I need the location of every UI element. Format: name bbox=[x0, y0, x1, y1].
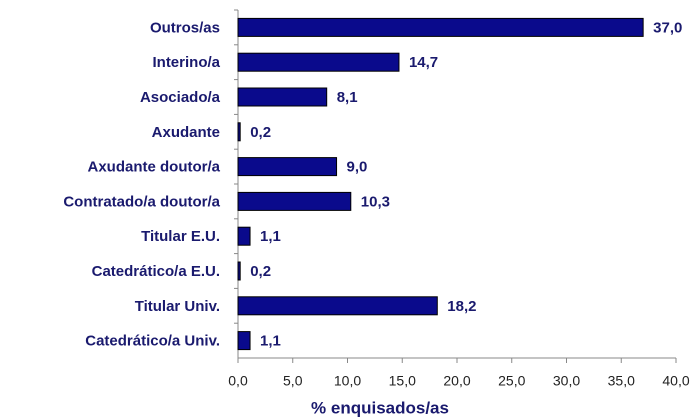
y-tick-label: Titular E.U. bbox=[141, 228, 220, 245]
y-tick-label: Outros/as bbox=[150, 19, 220, 36]
bar bbox=[237, 122, 241, 142]
value-label: 1,1 bbox=[260, 333, 281, 350]
value-label: 0,2 bbox=[250, 124, 271, 141]
x-tick-label: 35,0 bbox=[608, 373, 635, 389]
value-label: 10,3 bbox=[361, 193, 390, 210]
bar bbox=[237, 157, 338, 177]
bar bbox=[237, 52, 400, 72]
y-tick-label: Interino/a bbox=[152, 54, 220, 71]
x-tick-label: 0,0 bbox=[228, 373, 248, 389]
bar bbox=[237, 87, 328, 107]
x-tick-label: 10,0 bbox=[334, 373, 361, 389]
x-tick-label: 20,0 bbox=[443, 373, 470, 389]
y-tick-label: Axudante doutor/a bbox=[87, 159, 220, 176]
value-label: 18,2 bbox=[447, 298, 476, 315]
y-tick-label: Titular Univ. bbox=[135, 298, 220, 315]
x-tick-label: 5,0 bbox=[283, 373, 303, 389]
x-tick-label: 15,0 bbox=[389, 373, 416, 389]
bar bbox=[237, 261, 241, 281]
x-tick-label: 40,0 bbox=[662, 373, 689, 389]
bar bbox=[237, 226, 251, 246]
bar bbox=[237, 191, 352, 211]
y-tick-label: Catedrático/a E.U. bbox=[92, 263, 220, 280]
value-label: 0,2 bbox=[250, 263, 271, 280]
bar bbox=[237, 296, 438, 316]
x-tick-label: 30,0 bbox=[553, 373, 580, 389]
y-tick-label: Axudante bbox=[152, 124, 220, 141]
bar bbox=[237, 331, 251, 351]
y-tick-label: Catedrático/a Univ. bbox=[85, 333, 220, 350]
x-tick-label: 25,0 bbox=[498, 373, 525, 389]
y-tick-label: Contratado/a doutor/a bbox=[63, 193, 220, 210]
value-label: 37,0 bbox=[653, 19, 682, 36]
bar bbox=[237, 17, 644, 37]
value-label: 1,1 bbox=[260, 228, 281, 245]
value-label: 9,0 bbox=[347, 159, 368, 176]
value-label: 8,1 bbox=[337, 89, 358, 106]
value-label: 14,7 bbox=[409, 54, 438, 71]
x-axis-label: % enquisados/as bbox=[311, 398, 449, 417]
y-tick-label: Asociado/a bbox=[140, 89, 221, 106]
